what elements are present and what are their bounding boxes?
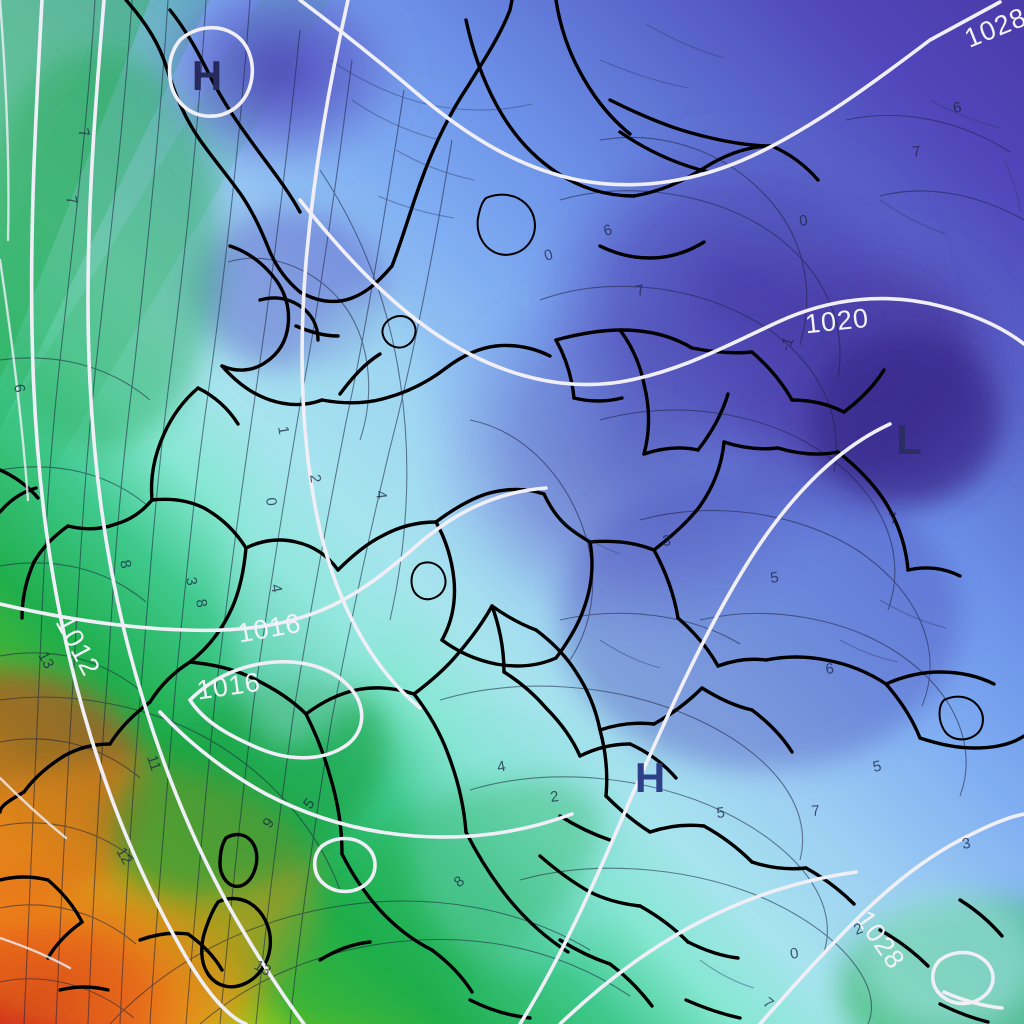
isobar-high-ring — [167, 26, 255, 118]
temp-label: 4 — [267, 583, 285, 594]
cold-core-norway — [145, 0, 415, 175]
pressure-high-marker-norway: H — [192, 52, 222, 99]
temp-label: 5 — [769, 569, 780, 587]
cold-core-low-centre — [810, 335, 1000, 505]
temp-label: 7 — [911, 143, 922, 161]
pressure-centres: H L H — [192, 52, 922, 801]
temp-label: 3 — [182, 576, 200, 587]
inland-hydrography — [329, 23, 1021, 989]
green-band-alps — [110, 683, 390, 897]
temp-label: 8 — [192, 598, 210, 609]
isobar-1016-west — [86, 0, 306, 1024]
isobar-1028-southeast — [758, 812, 1024, 1024]
isobar-closed-loop-se — [930, 950, 995, 1006]
pressure-low-marker-belarus: L — [896, 416, 922, 463]
temp-label: 2 — [549, 788, 560, 806]
temp-label: 13 — [34, 649, 57, 672]
cyan-corridor-balkan — [410, 710, 630, 970]
temp-label: 3 — [961, 835, 972, 853]
temp-label: 7 — [634, 282, 646, 300]
temp-label: 7 — [888, 510, 899, 528]
isobar-1016-central — [300, 0, 422, 710]
isobar-1020-south — [518, 422, 892, 1024]
temp-label: 0 — [798, 212, 809, 230]
temp-label: 1 — [274, 425, 292, 436]
isobar-closed-loop-italy — [312, 836, 377, 894]
isobar-1012 — [29, 0, 248, 1024]
temp-label: -1 — [777, 335, 798, 353]
pressure-high-marker-romania: H — [635, 754, 665, 801]
isobar-1020 — [298, 198, 1024, 387]
temp-label: 0 — [789, 945, 800, 963]
temp-label: 5 — [871, 758, 883, 776]
temp-label: 12 — [113, 845, 136, 868]
isobar-1016-alpine — [0, 486, 548, 633]
temp-label: 13 — [251, 957, 274, 980]
temp-label: 2 — [306, 473, 324, 484]
green-band-atlantic — [0, 50, 220, 450]
isobar-1016-closed-loop — [187, 659, 364, 760]
temp-label: 6 — [10, 383, 28, 394]
temp-label: 7 — [62, 194, 80, 206]
temp-label: 0 — [262, 497, 280, 507]
temp-label: 6 — [825, 660, 835, 678]
temp-label: 5 — [716, 804, 726, 822]
isobar-secondary-southeast — [558, 870, 858, 1024]
temp-label: 4 — [372, 490, 390, 500]
temp-label: 8 — [116, 558, 134, 570]
temp-label: 6 — [952, 99, 963, 117]
temp-label: 11 — [143, 753, 164, 773]
cyan-corridor — [229, 294, 431, 746]
temp-label: 4 — [496, 758, 507, 776]
temp-label: 3 — [662, 532, 672, 550]
isobar-1016-south-branch — [158, 710, 574, 839]
isobar-label-1020: 1020 — [804, 303, 871, 340]
isobar-1028-north — [298, 0, 1002, 187]
temp-label: 7 — [811, 802, 821, 820]
